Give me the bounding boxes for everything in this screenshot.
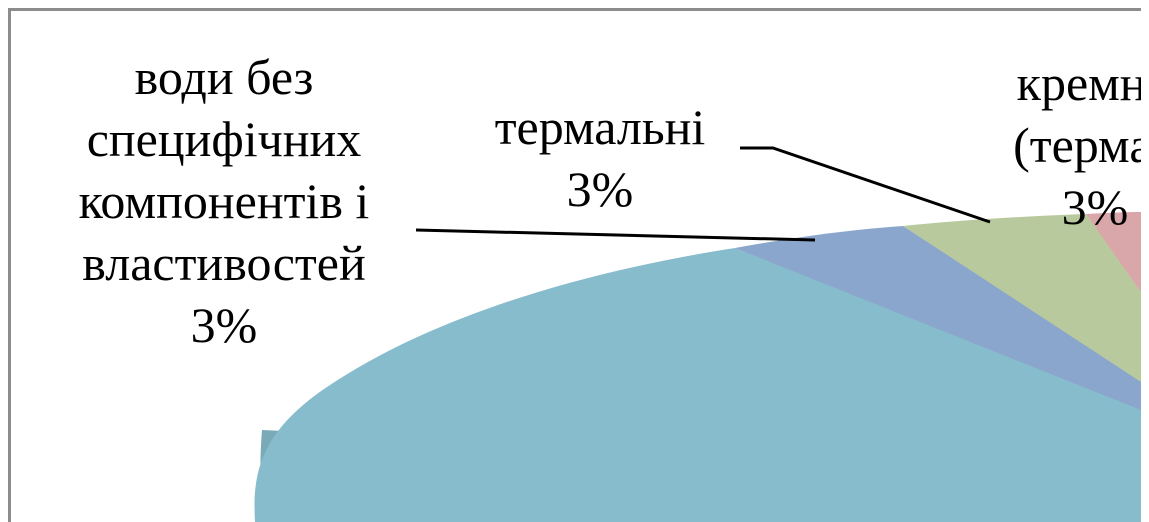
data-label-silicic-thermal: кремни (термал 3%: [935, 52, 1149, 238]
data-label-percent: 3%: [190, 297, 258, 353]
pie-slice-main: [254, 248, 1141, 522]
data-label-line: компонентів і: [78, 173, 370, 229]
pie-slice-silicic-thermal: [1086, 212, 1141, 292]
data-label-line: кремни: [1016, 55, 1149, 111]
leader-line-water-without-specific-components: [415, 228, 816, 242]
pie-slice-water-without-specific-components: [735, 226, 1141, 410]
leader-line-thermal: [740, 146, 991, 224]
data-label-percent: 3%: [1061, 179, 1129, 235]
chart-area: [8, 8, 1149, 522]
data-label-line: властивостей: [82, 235, 366, 291]
chart-right-crop: [1141, 0, 1149, 522]
pie-slice-thermal: [903, 214, 1141, 382]
data-label-water-without-specific-components: води без специфічних компонентів і власт…: [38, 46, 410, 356]
data-label-line: (термал: [1013, 117, 1149, 173]
data-label-percent: 3%: [566, 161, 634, 217]
data-label-line: специфічних: [86, 111, 362, 167]
data-label-line: води без: [134, 49, 314, 105]
data-label-thermal: термальні 3%: [465, 96, 735, 220]
data-label-line: термальні: [494, 99, 706, 155]
